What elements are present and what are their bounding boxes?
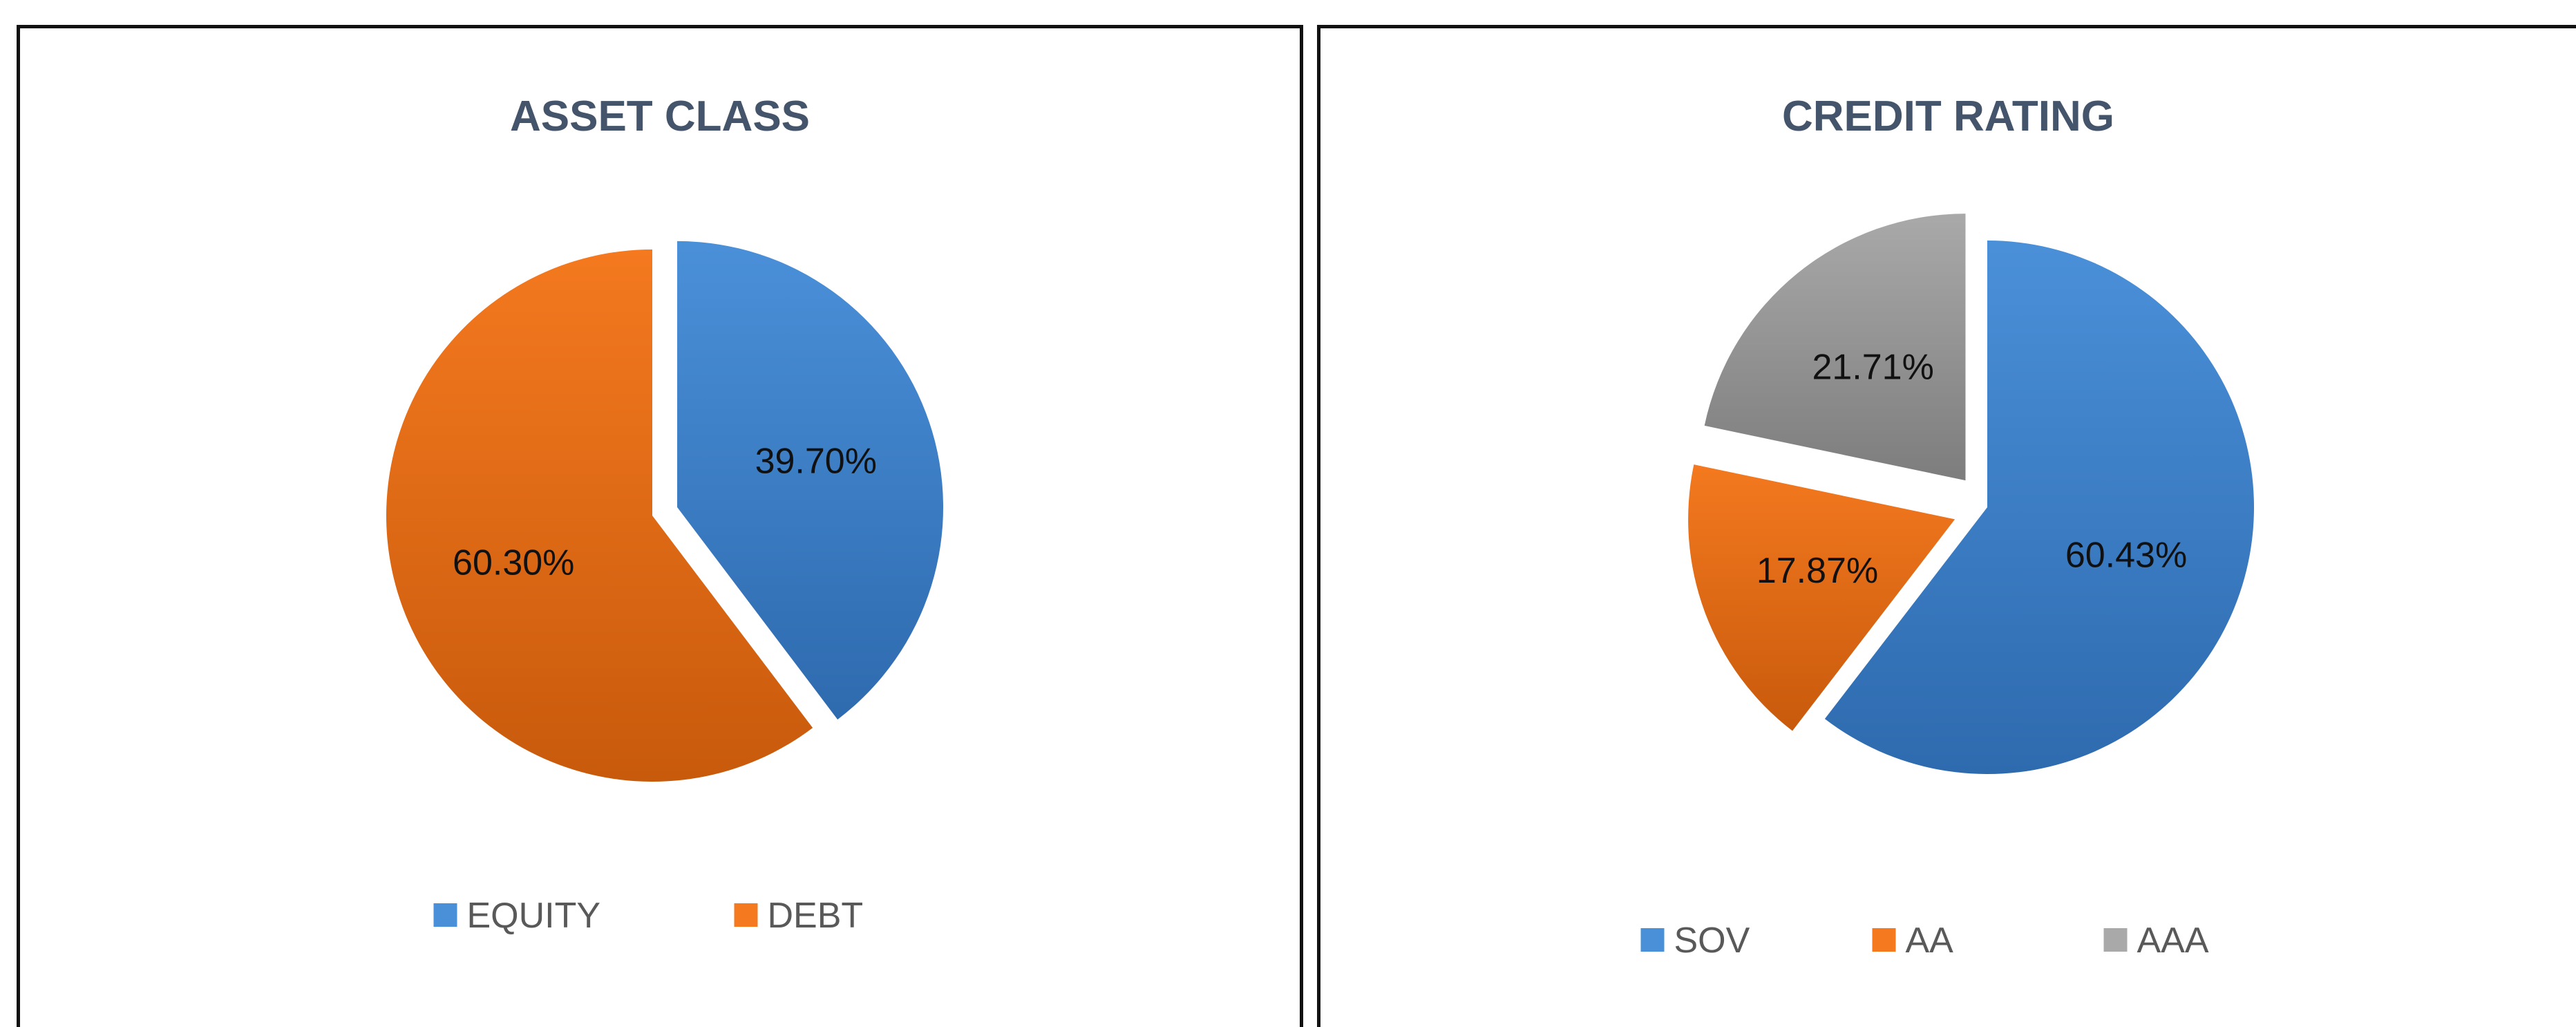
asset-class-chart-panel: ASSET CLASS 39.70% 60.30% EQUITY DEBT xyxy=(17,25,1303,1027)
slice-label-aa: 17.87% xyxy=(1756,551,1878,591)
chart-legend: SOV AA AAA xyxy=(1640,921,2209,961)
pie-slice-debt xyxy=(386,249,813,782)
legend-swatch-aa xyxy=(1872,928,1896,952)
legend-label-sov: SOV xyxy=(1674,921,1750,961)
pie-slice-sov xyxy=(1824,241,2254,774)
legend-label-equity: EQUITY xyxy=(467,896,601,936)
legend-swatch-sov xyxy=(1640,928,1665,952)
chart-title: ASSET CLASS xyxy=(510,93,810,140)
pie-slice-aa xyxy=(1688,464,1955,731)
slice-label-aaa: 21.71% xyxy=(1812,347,1933,387)
slice-label-debt: 60.30% xyxy=(453,543,574,583)
slice-label-equity: 39.70% xyxy=(755,442,877,482)
legend-label-debt: DEBT xyxy=(768,896,864,936)
legend-swatch-aaa xyxy=(2103,928,2128,952)
legend-label-aa: AA xyxy=(1906,921,1954,961)
pie-slice-aaa xyxy=(1704,214,1966,481)
slice-label-sov: 60.43% xyxy=(2065,535,2187,575)
asset-class-pie-chart: ASSET CLASS 39.70% 60.30% EQUITY DEBT xyxy=(386,93,944,936)
chart-title: CREDIT RATING xyxy=(1782,93,2114,140)
chart-legend: EQUITY DEBT xyxy=(433,896,864,936)
legend-swatch-debt xyxy=(734,903,758,927)
legend-label-aaa: AAA xyxy=(2137,921,2209,961)
pie-slice-equity xyxy=(677,241,944,720)
legend-swatch-equity xyxy=(433,903,457,927)
credit-rating-chart-panel: CREDIT RATING 60.43% 17.87% 21.71% SOV AA AAA xyxy=(1317,25,2576,1027)
